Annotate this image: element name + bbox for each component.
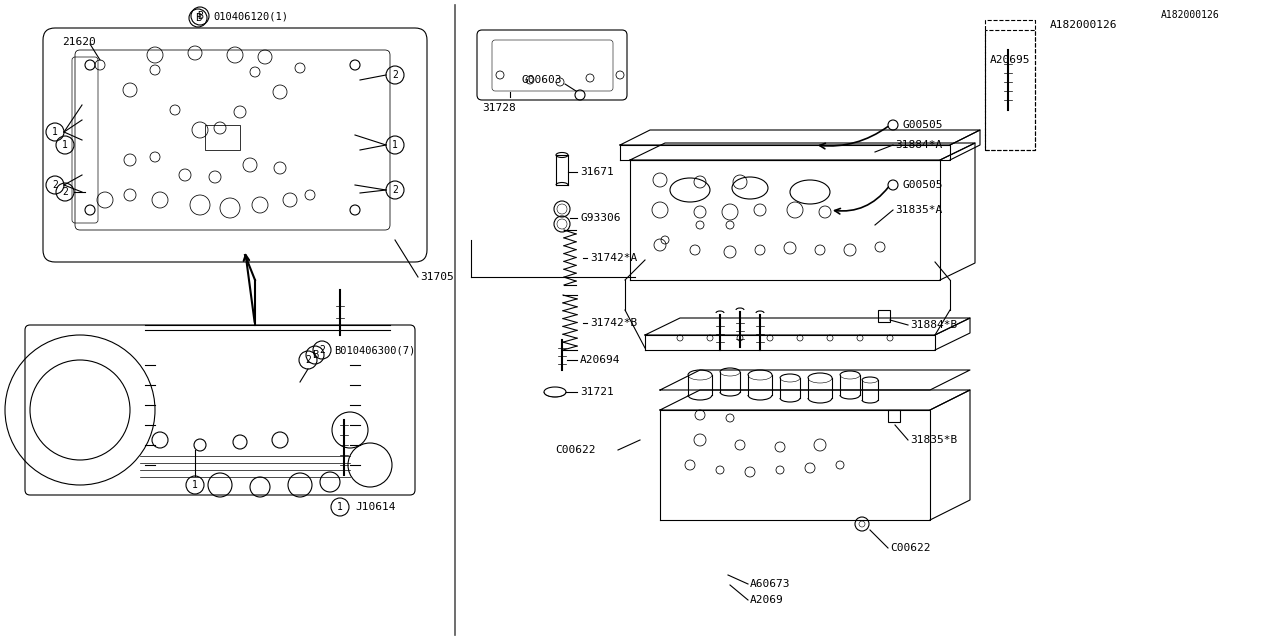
- Text: 31884*B: 31884*B: [910, 320, 957, 330]
- Text: 1: 1: [192, 480, 198, 490]
- Text: B: B: [197, 11, 204, 21]
- Text: 21620: 21620: [61, 37, 96, 47]
- Text: 1: 1: [392, 140, 398, 150]
- Text: 31705: 31705: [420, 272, 453, 282]
- Text: G00505: G00505: [902, 180, 942, 190]
- Text: 2: 2: [52, 180, 58, 190]
- Text: A60673: A60673: [750, 579, 791, 589]
- Text: 1: 1: [337, 502, 343, 512]
- Text: 31742*B: 31742*B: [590, 318, 637, 328]
- Text: 31884*A: 31884*A: [895, 140, 942, 150]
- Text: A2069: A2069: [750, 595, 783, 605]
- Bar: [888, 410, 900, 422]
- Text: 2: 2: [319, 345, 325, 355]
- Text: A182000126: A182000126: [1050, 20, 1117, 30]
- Text: C00622: C00622: [890, 543, 931, 553]
- Text: J10614: J10614: [355, 502, 396, 512]
- Bar: [878, 310, 890, 322]
- Text: 2: 2: [392, 185, 398, 195]
- Text: A182000126: A182000126: [1161, 10, 1220, 20]
- Bar: [205, 125, 241, 150]
- Text: G93306: G93306: [580, 213, 621, 223]
- Text: B: B: [195, 13, 201, 23]
- Text: G00505: G00505: [902, 120, 942, 130]
- Text: 31671: 31671: [580, 167, 613, 177]
- Text: 2: 2: [305, 355, 311, 365]
- Text: 31721: 31721: [580, 387, 613, 397]
- Text: 010406120(1): 010406120(1): [212, 11, 288, 21]
- Text: 2: 2: [61, 187, 68, 197]
- Text: B010406300(7): B010406300(7): [334, 345, 415, 355]
- Text: 2: 2: [392, 70, 398, 80]
- Text: C00622: C00622: [556, 445, 595, 455]
- Bar: [986, 30, 1036, 150]
- Text: 31742*A: 31742*A: [590, 253, 637, 263]
- Text: 31728: 31728: [483, 103, 516, 113]
- Text: A20694: A20694: [580, 355, 621, 365]
- Text: G00603: G00603: [521, 75, 562, 85]
- Text: 31835*B: 31835*B: [910, 435, 957, 445]
- Text: B: B: [312, 350, 319, 360]
- Text: 1: 1: [52, 127, 58, 137]
- Text: A20695: A20695: [989, 55, 1030, 65]
- Text: 31835*A: 31835*A: [895, 205, 942, 215]
- Text: 1: 1: [61, 140, 68, 150]
- Bar: [986, 20, 1036, 150]
